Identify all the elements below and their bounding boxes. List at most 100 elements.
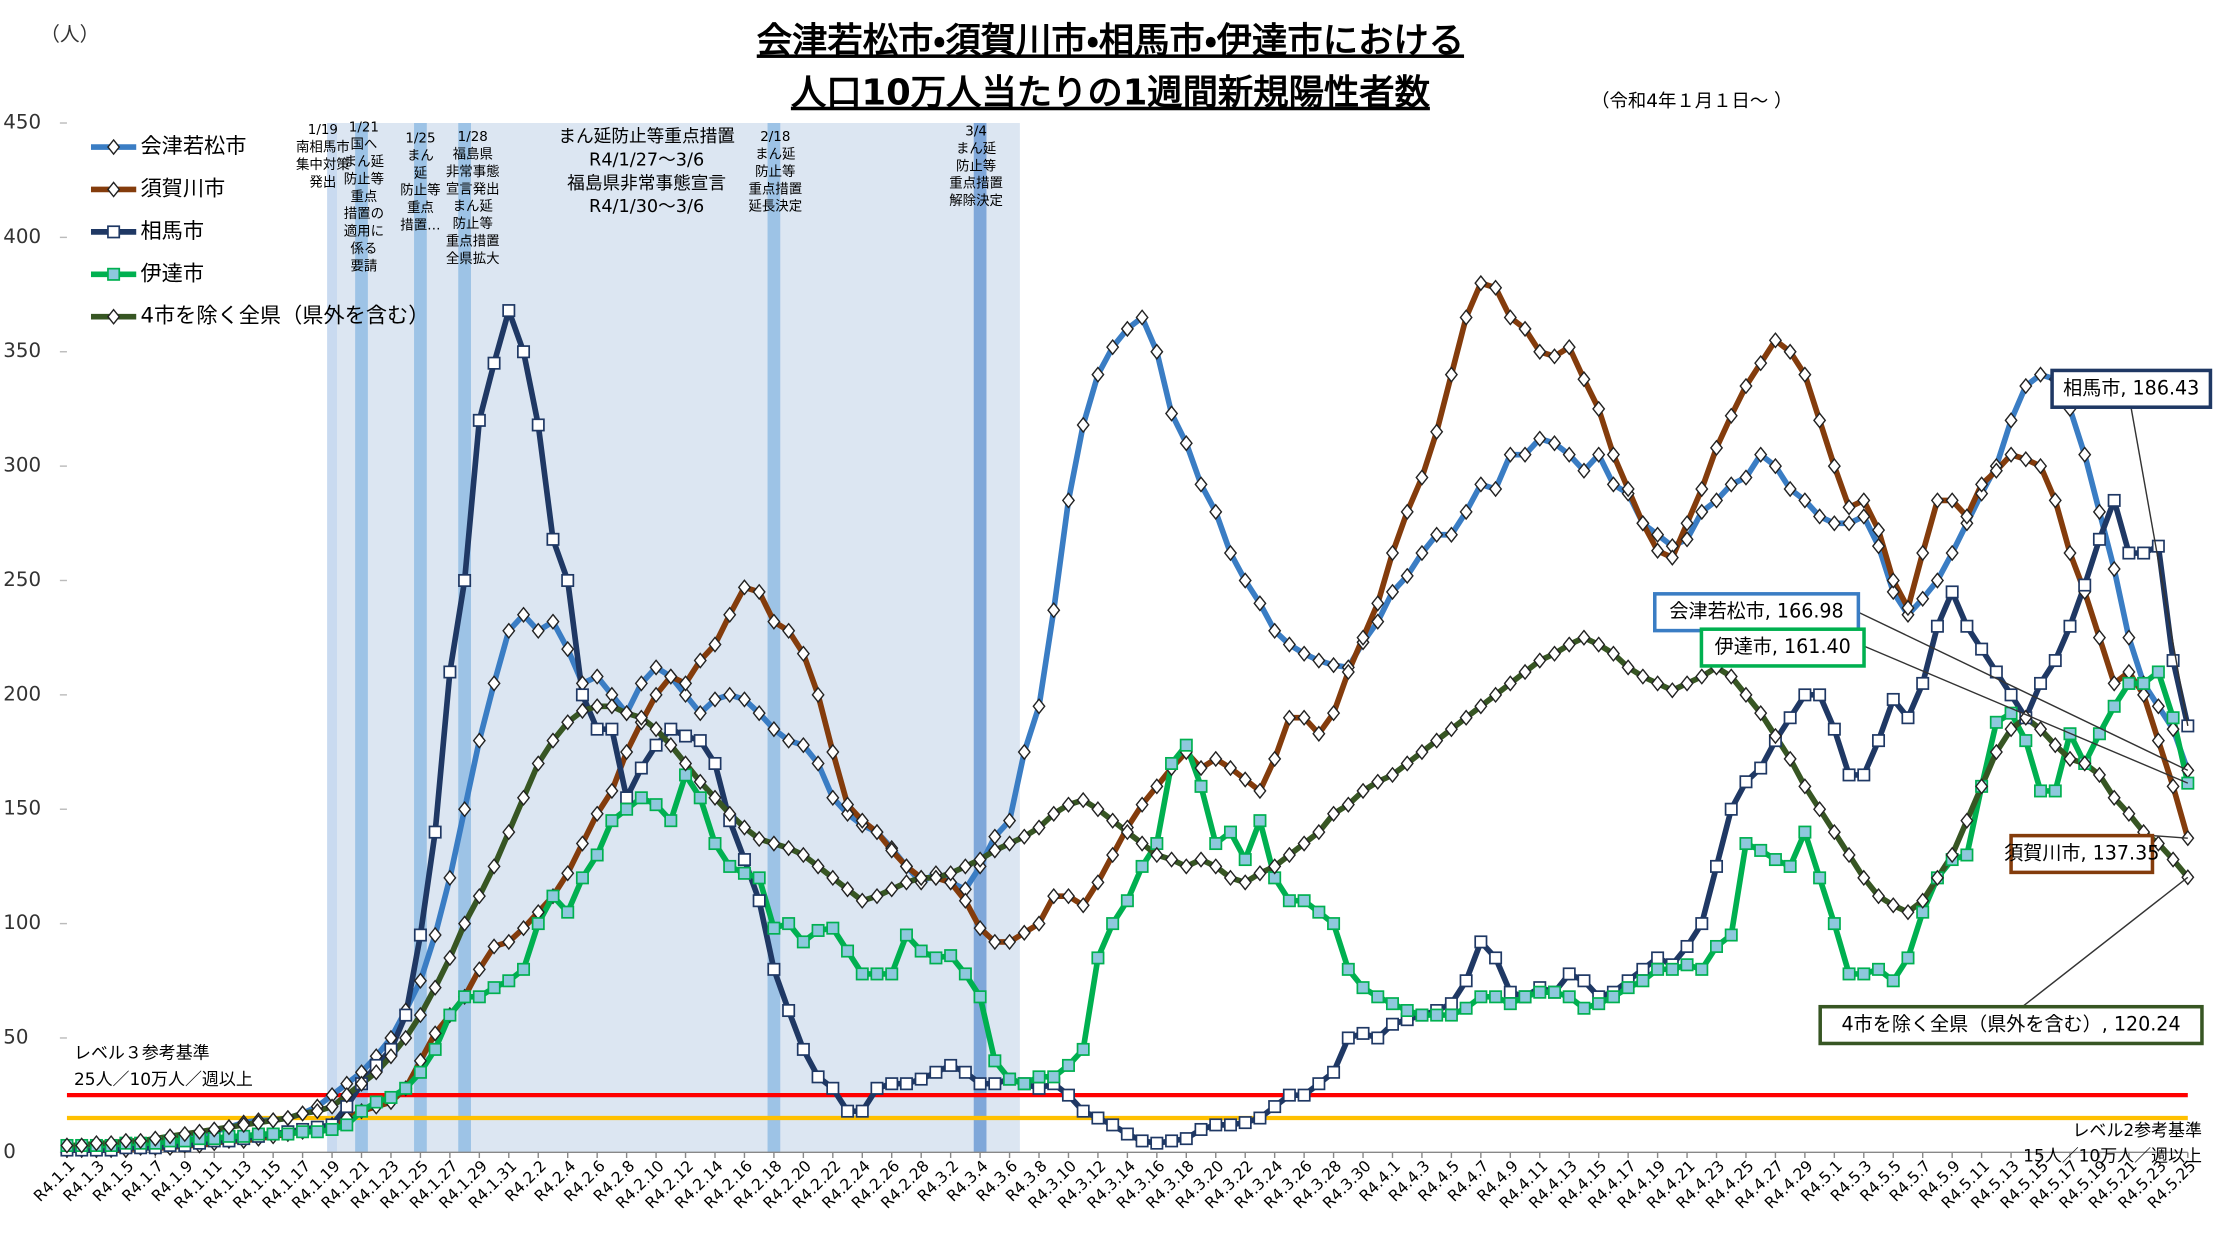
marker: [1489, 686, 1503, 704]
marker: [1002, 812, 1017, 829]
marker: [1798, 492, 1812, 509]
marker: [502, 974, 516, 988]
marker: [1872, 962, 1886, 976]
marker: [1975, 485, 1989, 502]
marker: [546, 532, 560, 546]
marker: [1459, 1001, 1473, 1015]
marker: [413, 972, 427, 989]
marker: [899, 874, 914, 891]
marker: [1474, 990, 1488, 1004]
marker: [1415, 743, 1429, 761]
marker: [1238, 853, 1252, 867]
marker: [1150, 343, 1164, 360]
marker: [1768, 727, 1782, 745]
marker: [723, 686, 737, 704]
marker: [1503, 675, 1517, 692]
marker: [575, 835, 589, 852]
marker: [634, 675, 648, 692]
marker: [1238, 1116, 1252, 1130]
marker: [1577, 462, 1591, 479]
marker: [2122, 676, 2136, 690]
marker: [1577, 370, 1591, 388]
event-label: 延: [414, 165, 427, 181]
marker: [973, 851, 987, 868]
marker: [472, 413, 486, 427]
marker: [1444, 1008, 1458, 1022]
marker: [1754, 354, 1768, 372]
marker: [1710, 859, 1724, 873]
marker: [723, 859, 737, 873]
marker: [840, 796, 855, 813]
marker: [1989, 743, 2003, 761]
marker: [1783, 480, 1797, 498]
marker: [1002, 835, 1017, 852]
marker: [2092, 629, 2107, 646]
marker: [458, 990, 472, 1004]
marker: [1076, 1042, 1090, 1056]
event-band: [458, 123, 471, 1153]
marker: [458, 573, 472, 587]
marker: [428, 1042, 442, 1056]
event-label: 1/28: [458, 130, 488, 145]
marker: [1032, 915, 1046, 932]
marker: [1076, 897, 1090, 914]
marker: [1547, 985, 1562, 999]
event-label: 防止等: [956, 157, 996, 174]
marker: [958, 967, 972, 981]
marker: [1165, 1134, 1179, 1148]
marker: [517, 962, 531, 976]
marker: [796, 846, 810, 864]
event-label: 適用に: [344, 224, 384, 240]
marker: [1960, 619, 1974, 633]
marker: [1930, 869, 1944, 887]
marker: [796, 645, 810, 662]
marker: [369, 1064, 383, 1081]
marker: [782, 732, 796, 749]
end-label: 会津若松市, 166.98: [1669, 601, 1843, 623]
marker: [1032, 698, 1046, 715]
marker: [693, 704, 707, 722]
marker: [1709, 439, 1724, 457]
marker: [767, 720, 781, 738]
marker: [502, 823, 516, 841]
marker: [1415, 469, 1429, 486]
marker: [1135, 1134, 1149, 1148]
marker: [1356, 981, 1370, 995]
marker: [1209, 858, 1223, 875]
marker: [2004, 688, 2018, 702]
marker: [1415, 544, 1429, 562]
marker: [1356, 629, 1370, 646]
marker: [1385, 583, 1400, 601]
marker: [1106, 338, 1120, 356]
marker: [1032, 1070, 1046, 1084]
leader-line: [2130, 408, 2189, 727]
marker: [826, 743, 840, 761]
marker: [384, 1048, 398, 1065]
y-tick-label: 0: [3, 1140, 16, 1163]
marker: [2122, 546, 2136, 560]
event-band: [327, 123, 338, 1153]
marker: [1061, 1088, 1075, 1102]
marker: [1341, 962, 1355, 976]
marker: [2107, 789, 2121, 806]
marker: [1754, 704, 1768, 722]
marker: [1194, 759, 1208, 777]
legend-marker: [107, 181, 121, 198]
event-label: 全県拡大: [446, 251, 500, 267]
marker: [399, 1029, 413, 1047]
marker: [1489, 480, 1503, 498]
marker: [1842, 499, 1856, 516]
marker: [811, 686, 825, 704]
marker: [1871, 521, 1886, 539]
marker: [1724, 476, 1738, 493]
marker: [2004, 446, 2018, 463]
marker: [973, 1077, 987, 1091]
marker: [222, 1118, 236, 1136]
marker: [590, 848, 604, 862]
marker: [811, 1070, 825, 1084]
marker: [605, 722, 619, 736]
marker: [384, 1090, 398, 1104]
event-band: [414, 123, 427, 1153]
marker: [1312, 905, 1326, 919]
marker: [1636, 974, 1650, 988]
